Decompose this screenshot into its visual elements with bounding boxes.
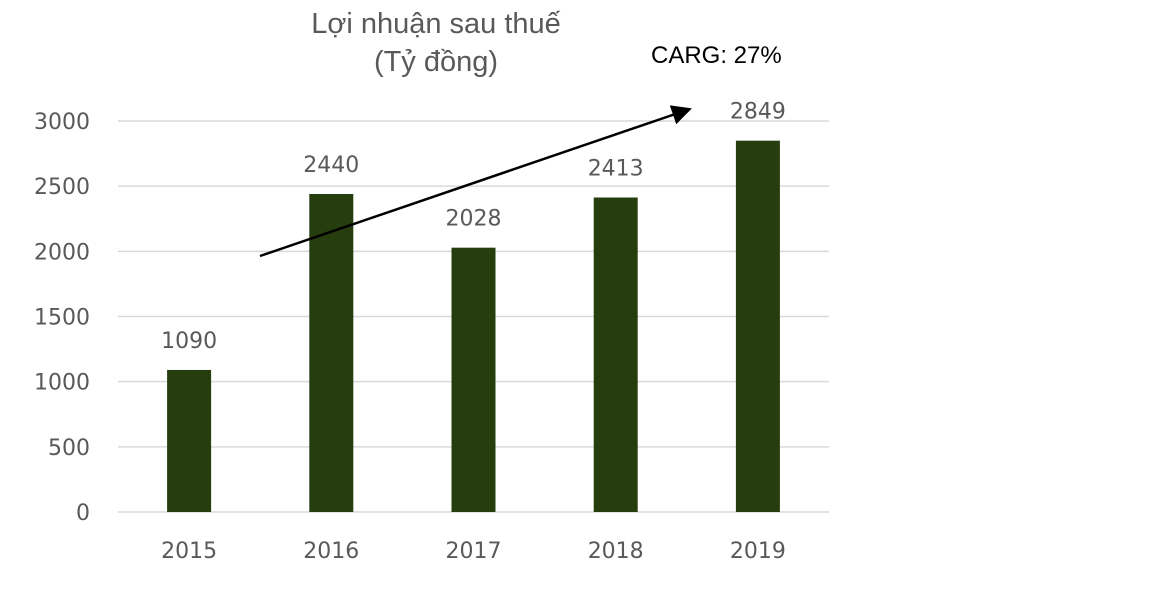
y-tick-label: 1500 bbox=[34, 306, 90, 331]
y-tick-label: 2500 bbox=[34, 175, 90, 200]
y-tick-label: 1000 bbox=[34, 371, 90, 396]
y-tick-label: 500 bbox=[48, 436, 90, 461]
cagr-annotation: CARG: 27% bbox=[651, 42, 782, 69]
bar bbox=[451, 247, 496, 512]
bar bbox=[167, 369, 212, 512]
y-tick-label: 2000 bbox=[34, 240, 90, 265]
chart-subtitle: (Tỷ đồng) bbox=[373, 46, 499, 78]
data-label: 1090 bbox=[161, 329, 217, 354]
data-label: 2028 bbox=[446, 207, 502, 232]
trend-arrow bbox=[259, 105, 692, 258]
x-tick-label: 2019 bbox=[730, 539, 786, 564]
data-label: 2413 bbox=[588, 157, 644, 182]
x-tick-label: 2018 bbox=[588, 539, 644, 564]
x-tick-label: 2015 bbox=[161, 539, 217, 564]
data-label: 2849 bbox=[730, 100, 786, 125]
y-tick-label: 0 bbox=[76, 501, 90, 526]
bar bbox=[593, 197, 638, 512]
y-tick-label: 3000 bbox=[34, 110, 90, 135]
bar bbox=[735, 140, 780, 512]
data-label: 2440 bbox=[303, 153, 359, 178]
chart-title: Lợi nhuận sau thuế bbox=[311, 8, 561, 40]
x-tick-label: 2017 bbox=[446, 539, 502, 564]
x-tick-label: 2016 bbox=[303, 539, 359, 564]
bar bbox=[309, 193, 354, 512]
